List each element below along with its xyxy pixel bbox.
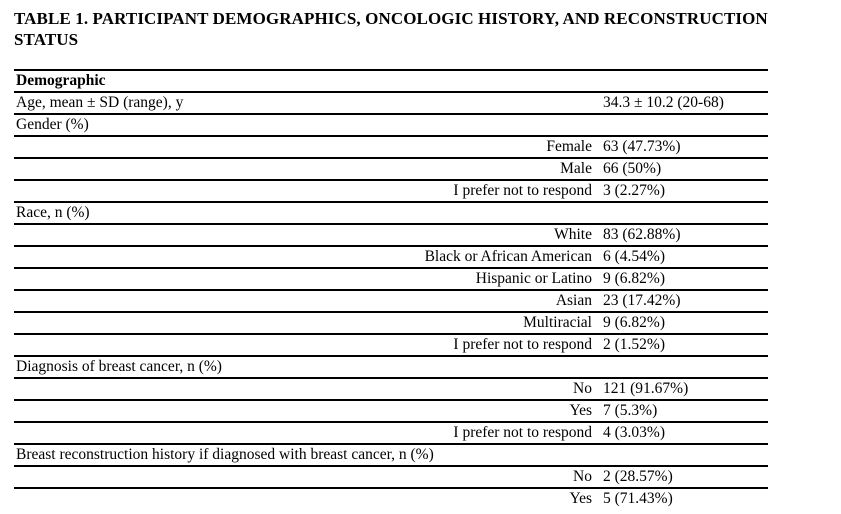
table-row: Black or African American 6 (4.54%) [14,246,769,268]
row-label-cell: Multiracial [523,314,592,331]
row-value-cell: 83 (62.88%) [603,226,681,243]
row-value-cell: 9 (6.82%) [603,314,665,331]
row-label-cell: Asian [555,292,592,309]
table-header-cell: Demographic [16,72,106,89]
table-row: I prefer not to respond 3 (2.27%) [14,180,769,202]
table-row: Yes 7 (5.3%) [14,400,769,422]
table-row: Diagnosis of breast cancer, n (%) [14,356,769,378]
row-value-cell: 9 (6.82%) [603,270,665,287]
row-label-cell: Female [546,138,592,155]
table-row: White 83 (62.88%) [14,224,769,246]
row-value-cell: 63 (47.73%) [603,138,681,155]
page-title: TABLE 1. PARTICIPANT DEMOGRAPHICS, ONCOL… [14,9,768,49]
row-label-cell: Yes [569,402,592,419]
table-row: I prefer not to respond 4 (3.03%) [14,422,769,444]
section-label-cell: Diagnosis of breast cancer, n (%) [16,358,222,375]
section-label-cell: Gender (%) [16,116,89,133]
table-row: No 2 (28.57%) [14,466,769,488]
row-value-cell: 6 (4.54%) [603,248,665,265]
row-label-cell: I prefer not to respond [453,336,592,353]
row-label-cell: I prefer not to respond [453,182,592,199]
row-label-cell: No [573,468,592,485]
row-label-cell: Hispanic or Latino [475,270,592,287]
table-row: Female 63 (47.73%) [14,136,769,158]
table-row: Yes 5 (71.43%) [14,488,768,509]
row-label-cell: Black or African American [424,248,592,265]
row-value-cell: 3 (2.27%) [603,182,665,199]
table-row: Breast reconstruction history if diagnos… [14,444,769,466]
row-label-cell: Yes [569,490,592,507]
section-label-cell: Race, n (%) [16,204,90,221]
row-value-cell: 121 (91.67%) [603,380,689,397]
table-row: Age, mean ± SD (range), y 34.3 ± 10.2 (20… [14,92,769,114]
row-label-cell: No [573,380,592,397]
row-value-cell: 66 (50%) [603,160,662,177]
row-value-cell: 5 (71.43%) [603,490,673,507]
table-row: Asian 23 (17.42%) [14,290,769,312]
table-row: Race, n (%) [14,202,769,224]
table-body: Demographic Age, mean ± SD (range), y 34.3… [14,70,769,509]
table-row: I prefer not to respond 2 (1.52%) [14,334,769,356]
row-value-cell: 4 (3.03%) [603,424,665,441]
row-value-cell: 23 (17.42%) [603,292,681,309]
row-value-cell: 2 (1.52%) [603,336,665,353]
row-value-cell: 34.3 ± 10.2 (20-68) [603,94,724,111]
table-row: Multiracial 9 (6.82%) [14,312,769,334]
row-value-cell: 2 (28.57%) [603,468,673,485]
row-label-cell: Male [560,160,592,177]
table-row: Hispanic or Latino 9 (6.82%) [14,268,769,290]
row-label-cell: I prefer not to respond [453,424,592,441]
row-label-cell: Age, mean ± SD (range), y [16,94,184,111]
row-label-cell: White [554,226,592,243]
section-label-cell: Breast reconstruction history if diagnos… [16,446,434,463]
table-row: Demographic [14,70,769,92]
table-row: No 121 (91.67%) [14,378,769,400]
demographics-table: Demographic Age, mean ± SD (range), y 34.3… [14,69,769,509]
table-row: Gender (%) [14,114,769,136]
table-row: Male 66 (50%) [14,158,769,180]
row-value-cell: 7 (5.3%) [603,402,658,419]
